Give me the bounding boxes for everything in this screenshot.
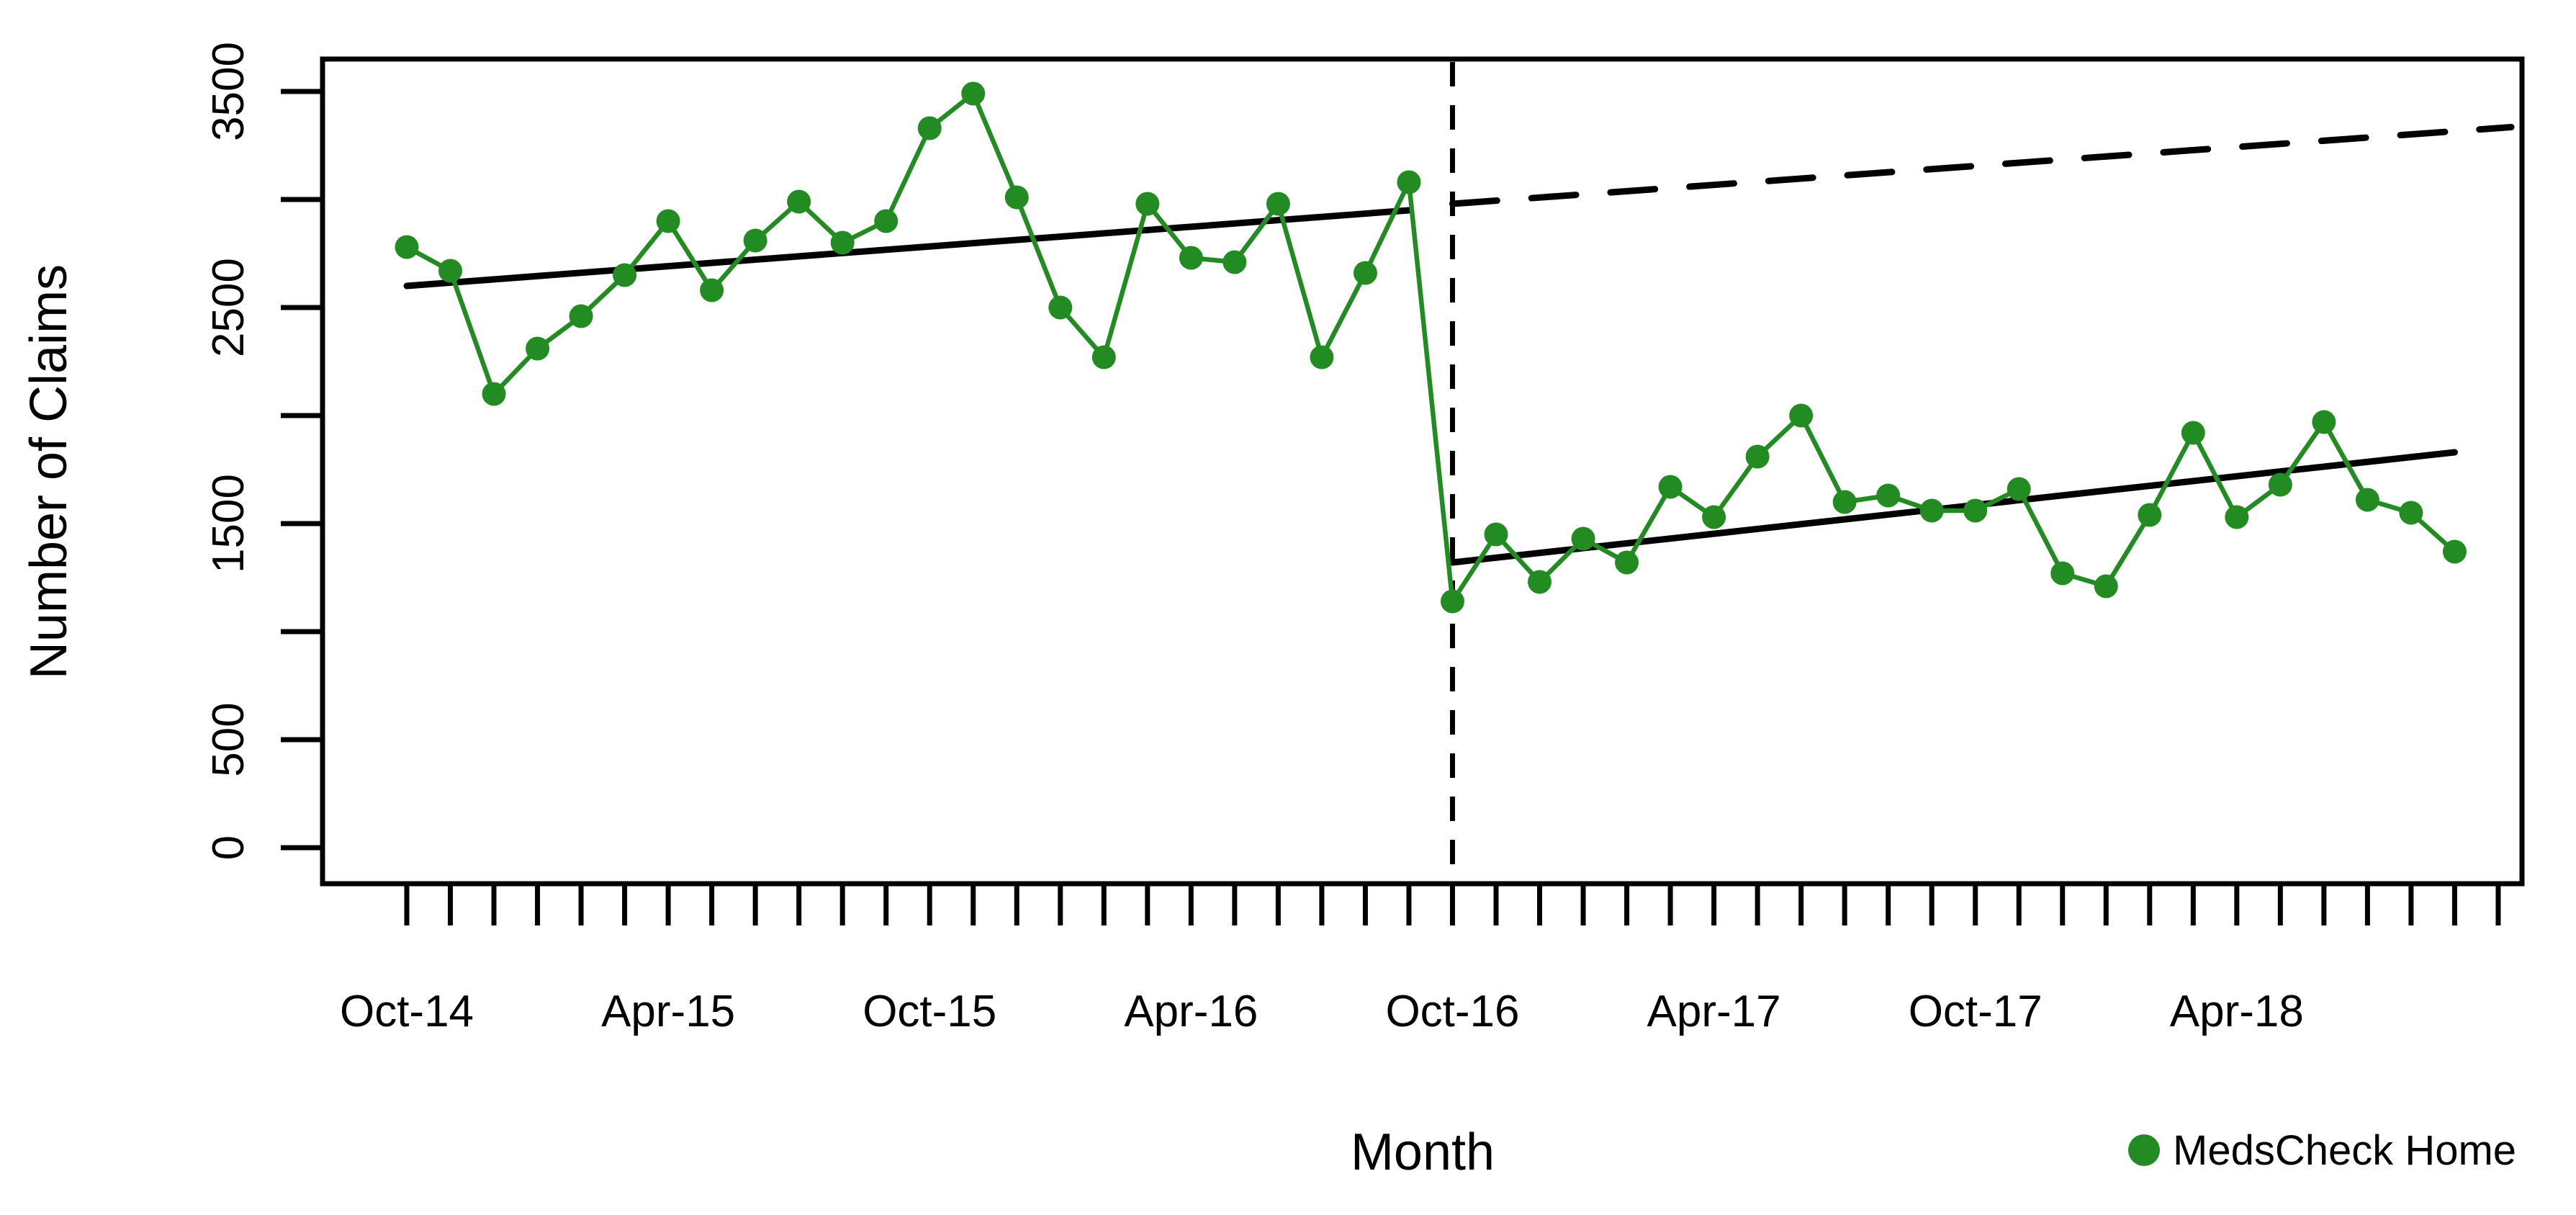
data-point — [1222, 250, 1247, 274]
data-point — [1658, 475, 1683, 499]
data-point — [1048, 295, 1073, 320]
y-axis-tick-label: 2500 — [204, 258, 253, 357]
x-axis-tick-label: Oct-15 — [863, 987, 996, 1036]
data-point — [395, 235, 419, 259]
data-point — [526, 336, 550, 361]
plot-box — [320, 56, 2525, 887]
data-point — [2442, 539, 2467, 564]
y-axis-tick-label: 3500 — [204, 42, 253, 141]
data-point — [2050, 561, 2075, 586]
data-point — [700, 278, 724, 302]
data-point — [2094, 574, 2118, 598]
data-point — [1832, 490, 1857, 514]
data-point — [1876, 483, 1901, 508]
legend-marker-icon — [2128, 1134, 2160, 1166]
y-axis-tick-label: 0 — [204, 835, 253, 860]
data-point — [917, 116, 942, 140]
data-point — [1091, 345, 1116, 369]
data-point — [2181, 421, 2205, 445]
data-point — [1353, 261, 1377, 285]
data-point — [1789, 403, 1814, 428]
data-point — [2138, 503, 2162, 527]
data-point — [874, 209, 899, 233]
axes-layer: Oct-14 Apr-15 Oct-15 Apr-16 Oct-16 Apr-17 Oct-… — [204, 42, 2501, 1036]
data-point — [1135, 192, 1160, 216]
data-point — [1702, 505, 1726, 529]
data-point — [1266, 192, 1290, 216]
data-point — [613, 263, 637, 287]
data-point — [787, 189, 811, 214]
x-axis-tick-label: Apr-17 — [1647, 987, 1781, 1036]
y-axis-tick-label: 500 — [204, 702, 253, 776]
x-axis-tick-label: Apr-18 — [2170, 987, 2304, 1036]
pre-intervention-trend-line — [403, 207, 1413, 290]
data-point — [2225, 505, 2249, 529]
data-point — [961, 81, 986, 106]
data-point — [2312, 410, 2336, 434]
x-axis-tick-label: Apr-15 — [601, 987, 735, 1036]
legend: MedsCheck Home — [2128, 1127, 2516, 1174]
x-axis-title: Month — [1351, 1124, 1495, 1181]
data-point — [1310, 345, 1334, 369]
data-point — [569, 304, 593, 328]
data-point — [2268, 472, 2292, 497]
data-point — [1615, 550, 1639, 575]
x-axis-tick-label: Oct-16 — [1385, 987, 1519, 1036]
data-point — [2355, 488, 2379, 512]
data-point — [656, 209, 680, 233]
data-point — [482, 382, 506, 406]
y-axis-tick-label: 1500 — [204, 474, 253, 573]
x-axis-tick-label: Oct-17 — [1909, 987, 2043, 1036]
data-point — [1963, 498, 1988, 523]
data-point — [1397, 170, 1421, 194]
data-point — [1179, 246, 1203, 270]
post-intervention-trend-line — [1449, 449, 2458, 566]
y-axis-title: Number of Claims — [20, 264, 78, 679]
data-point — [1528, 570, 1552, 594]
trend-lines-layer — [403, 62, 2515, 881]
data-point — [2007, 477, 2031, 501]
data-point — [1919, 498, 1944, 523]
data-point — [1745, 444, 1770, 469]
data-point — [438, 259, 463, 283]
legend-label: MedsCheck Home — [2173, 1127, 2516, 1174]
counterfactual-projection-line — [1449, 124, 2515, 207]
data-point — [1571, 526, 1595, 551]
x-axis-tick-label: Oct-14 — [340, 987, 474, 1036]
data-point — [743, 228, 767, 253]
x-axis-tick-label: Apr-16 — [1124, 987, 1258, 1036]
data-point — [2399, 501, 2423, 525]
data-point — [1004, 185, 1029, 210]
data-point — [1484, 522, 1508, 547]
data-point — [830, 230, 855, 255]
data-point — [1440, 589, 1464, 614]
data-series-layer — [395, 81, 2467, 614]
